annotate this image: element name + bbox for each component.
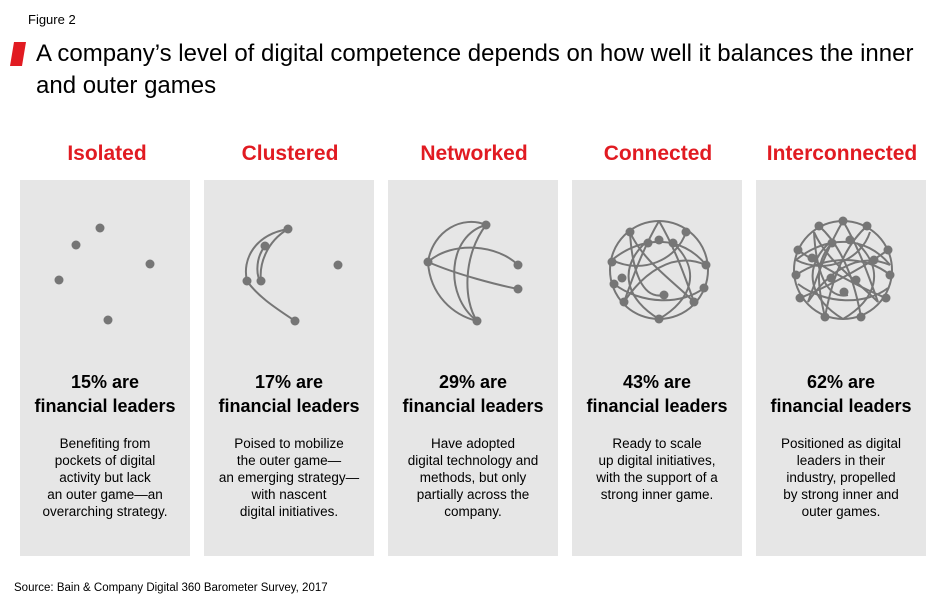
column-heading-isolated: Isolated <box>67 142 147 165</box>
description-clustered: Poised to mobilize the outer game— an em… <box>218 436 360 519</box>
source-note: Source: Bain & Company Digital 360 Barom… <box>14 582 328 594</box>
stat-interconnected: 62% are financial leaders <box>770 372 912 416</box>
stat-isolated: 15% are financial leaders <box>34 372 176 416</box>
title-accent-mark <box>10 42 26 66</box>
description-networked: Have adopted digital technology and meth… <box>407 436 539 519</box>
interconnected-network-icon <box>791 216 895 322</box>
stat-networked: 29% are financial leaders <box>402 372 544 416</box>
card-networked: 29% are financial leaders Have adopted d… <box>388 180 558 556</box>
description-isolated: Benefiting from pockets of digital activ… <box>42 436 168 519</box>
isolated-network-icon <box>54 223 155 325</box>
figure-label: Figure 2 <box>28 12 76 27</box>
column-heading-clustered: Clustered <box>241 142 339 165</box>
column-heading-networked: Networked <box>420 142 528 165</box>
card-connected: 43% are financial leaders Ready to scale… <box>572 180 742 556</box>
column-heading-connected: Connected <box>603 142 713 165</box>
column-heading-interconnected: Interconnected <box>766 142 918 165</box>
stat-clustered: 17% are financial leaders <box>218 372 360 416</box>
card-isolated: 15% are financial leaders Benefiting fro… <box>20 180 190 556</box>
connected-network-icon <box>607 220 711 324</box>
card-clustered: 17% are financial leaders Poised to mobi… <box>204 180 374 556</box>
stat-connected: 43% are financial leaders <box>586 372 728 416</box>
clustered-network-icon <box>242 224 343 326</box>
description-interconnected: Positioned as digital leaders in their i… <box>780 436 902 519</box>
description-connected: Ready to scale up digital initiatives, w… <box>596 436 718 502</box>
page-title: A company’s level of digital competence … <box>36 40 914 99</box>
card-interconnected: 62% are financial leaders Positioned as … <box>756 180 926 556</box>
networked-network-icon <box>423 220 523 326</box>
